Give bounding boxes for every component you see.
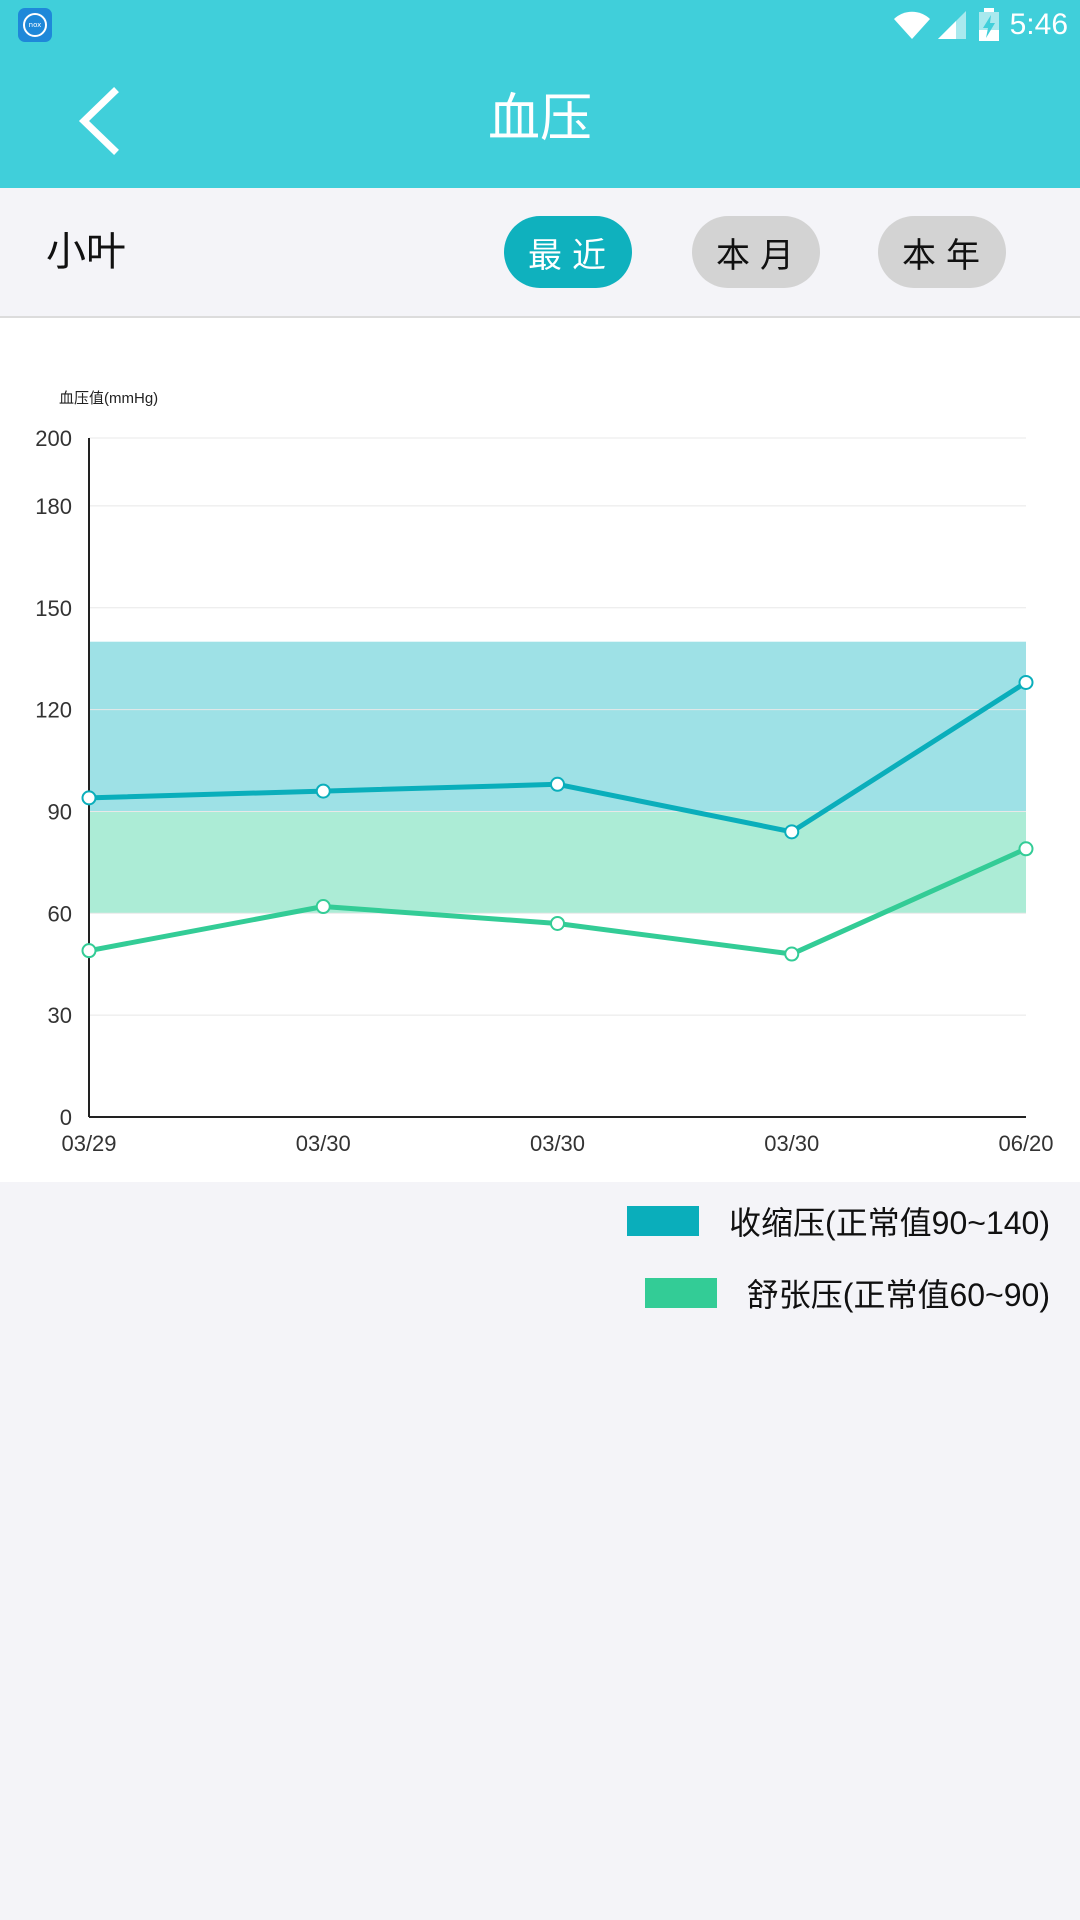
y-tick-label: 60 [48,901,72,926]
data-point-systolic[interactable] [550,776,565,792]
page-title: 血压 [487,89,592,149]
x-tick-label: 03/30 [764,1131,819,1156]
legend-swatch-diastolic [644,1278,717,1308]
y-axis-label: 血压值(mmHg) [59,390,158,407]
status-bar: nox 5:46 [0,0,1080,50]
data-point-diastolic[interactable] [1018,841,1034,857]
tab-this-month[interactable]: 本月 [692,216,820,288]
data-point-diastolic[interactable] [315,899,331,915]
data-point-diastolic[interactable] [550,915,565,931]
y-tick-label: 30 [48,1003,72,1028]
app-bar: 血压 [0,50,1080,188]
data-point-systolic[interactable] [81,790,97,806]
tab-this-year[interactable]: 本年 [878,216,1006,288]
y-tick-label: 200 [35,426,72,451]
x-tick-label: 03/29 [61,1131,116,1156]
normal-range-band-diastolic [89,811,1026,914]
filter-bar: 小叶 最近 本月 本年 [0,188,1080,318]
nox-app-icon: nox [18,8,52,42]
data-point-systolic[interactable] [1018,674,1034,690]
app-icon-label: nox [23,13,47,37]
chevron-left-icon [78,87,119,155]
legend-swatch-systolic [627,1206,699,1236]
chart-canvas: 血压值(mmHg) 0 30 60 90 120 150 180 200 03/29 03/30… [35,390,1053,1156]
data-point-systolic[interactable] [784,824,800,840]
x-tick-label: 06/20 [998,1131,1053,1156]
data-point-diastolic[interactable] [784,946,800,962]
data-point-systolic[interactable] [315,783,331,799]
y-tick-label: 90 [48,799,72,824]
status-time: 5:46 [1009,8,1068,41]
legend-item-diastolic: 舒张压(正常值60~90) [644,1270,1050,1316]
battery-charging-icon [978,8,999,41]
y-tick-label: 150 [35,596,72,621]
y-tick-label: 120 [35,698,72,723]
x-tick-label: 03/30 [530,1131,585,1156]
chart-legend: 收缩压(正常值90~140) 舒张压(正常值60~90) [0,1182,1080,1342]
back-button[interactable] [68,86,138,156]
wifi-icon [893,11,930,39]
user-name: 小叶 [46,229,126,275]
tab-recent[interactable]: 最近 [504,216,632,288]
y-tick-label: 180 [35,494,72,519]
signal-icon [937,11,966,39]
legend-label-systolic: 收缩压(正常值90~140) [729,1205,1050,1241]
legend-label-diastolic: 舒张压(正常值60~90) [746,1277,1050,1313]
legend-item-systolic: 收缩压(正常值90~140) [627,1198,1050,1244]
blood-pressure-chart: 血压值(mmHg) 0 30 60 90 120 150 180 200 03/29 03/30… [0,318,1080,1182]
status-icons: 5:46 [892,6,1068,44]
y-tick-label: 0 [60,1105,72,1130]
x-tick-label: 03/30 [296,1131,351,1156]
data-point-diastolic[interactable] [81,943,97,959]
